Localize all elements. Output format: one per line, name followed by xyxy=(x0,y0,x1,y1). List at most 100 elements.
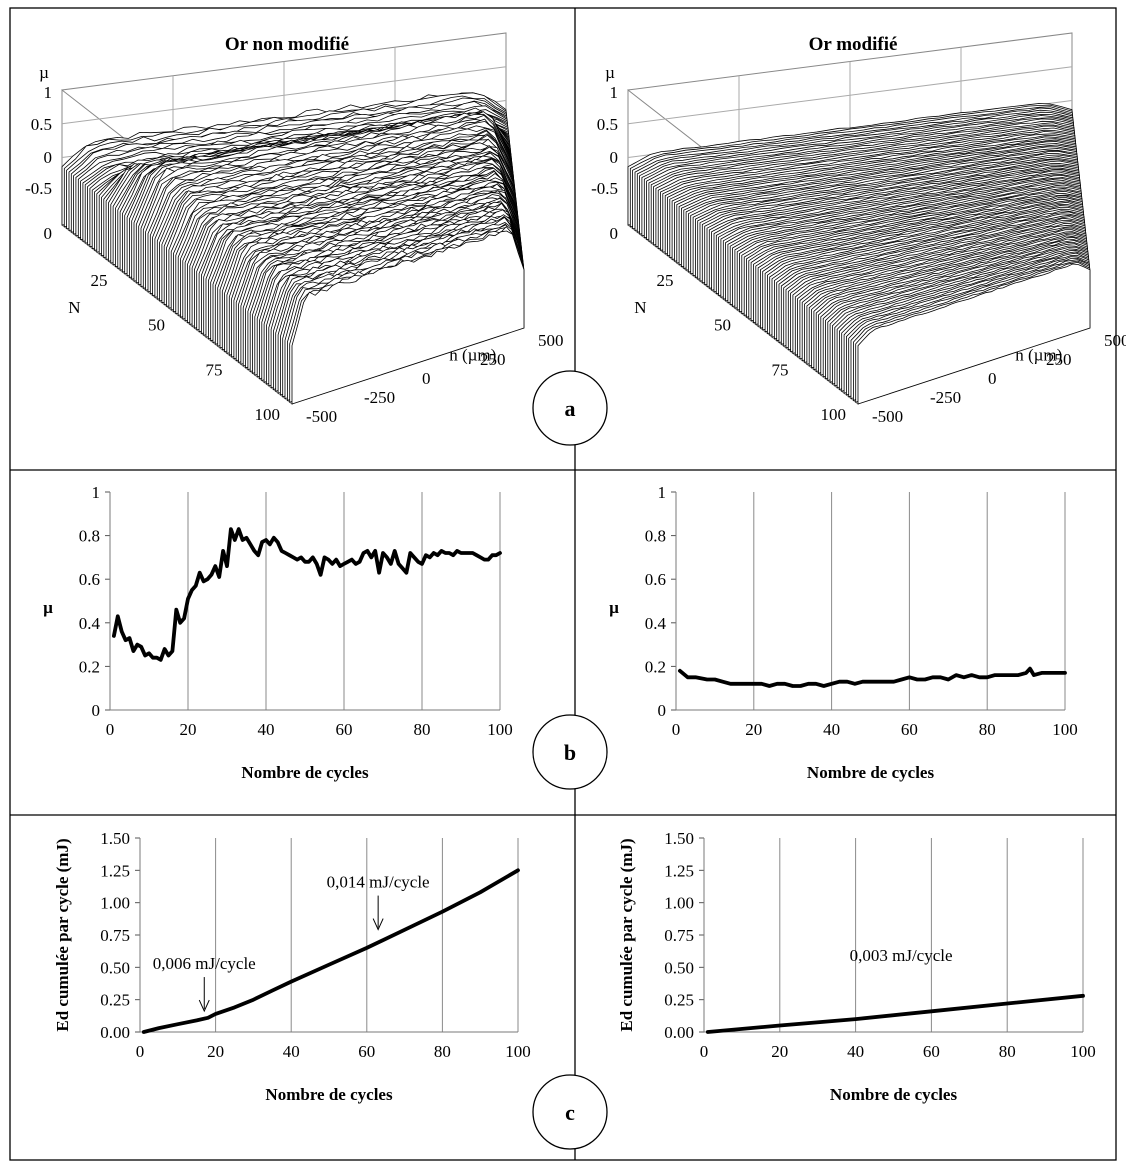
y-tick-label: 1.00 xyxy=(100,894,130,913)
n-tick-label: 50 xyxy=(714,316,731,335)
x-tick-label: 40 xyxy=(823,720,840,739)
y-axis-label: µ xyxy=(43,598,53,617)
y-tick-label: 0.6 xyxy=(79,570,100,589)
h-tick-label: 250 xyxy=(1046,350,1072,369)
chart-title: Or modifié xyxy=(809,34,898,55)
series-line xyxy=(112,527,502,662)
n-tick-label: 100 xyxy=(821,405,847,424)
x-tick-label: 20 xyxy=(207,1042,224,1061)
h-tick-label: -500 xyxy=(306,407,337,426)
annotation-label: 0,014 mJ/cycle xyxy=(327,873,430,892)
x-tick-label: 60 xyxy=(336,720,353,739)
h-tick-label: 500 xyxy=(538,331,564,350)
y-tick-label: 0.25 xyxy=(100,991,130,1010)
chart-title: Or non modifié xyxy=(225,34,349,55)
row-label-a: a xyxy=(532,370,608,446)
y-tick-label: 1.00 xyxy=(664,894,694,913)
n-tick-label: 75 xyxy=(772,360,789,379)
y-tick-label: 0.50 xyxy=(664,958,694,977)
annotation-arrowhead xyxy=(372,918,384,931)
friction-chart-unmodified: 0 20 40 60 80 100 0 0.2 0.4 0.6 0.8 1 Nombre de cycl… xyxy=(43,483,513,782)
x-tick-label: 100 xyxy=(1070,1042,1096,1061)
x-tick-label: 40 xyxy=(283,1042,300,1061)
x-axis-label: Nombre de cycles xyxy=(241,763,369,782)
h-tick-label: 250 xyxy=(480,350,506,369)
n-tick-label: 50 xyxy=(148,316,165,335)
y-tick-label: 1 xyxy=(92,483,101,502)
n-tick-label: 25 xyxy=(91,271,108,290)
z-tick-label: 0 xyxy=(44,224,53,243)
y-tick-label: 0.00 xyxy=(664,1023,694,1042)
x-tick-label: 100 xyxy=(1052,720,1078,739)
h-tick-label: 0 xyxy=(422,369,431,388)
h-axis-label: h (µm) xyxy=(1015,345,1062,364)
y-tick-label: 0 xyxy=(658,701,667,720)
x-tick-label: 40 xyxy=(847,1042,864,1061)
x-tick-label: 0 xyxy=(672,720,681,739)
y-tick-label: 1.25 xyxy=(664,861,694,880)
h-tick-label: -500 xyxy=(872,407,903,426)
x-tick-label: 40 xyxy=(258,720,275,739)
x-tick-label: 0 xyxy=(136,1042,145,1061)
y-tick-label: 0 xyxy=(92,701,101,720)
panel-grid xyxy=(9,7,1117,1161)
z-tick-label: 0 xyxy=(610,224,619,243)
y-tick-label: 0.2 xyxy=(79,657,100,676)
y-tick-label: 0.8 xyxy=(645,527,666,546)
x-tick-label: 20 xyxy=(180,720,197,739)
y-tick-label: 0.50 xyxy=(100,958,130,977)
h-axis-label: h (µm) xyxy=(449,345,496,364)
h-tick-label: -250 xyxy=(930,388,961,407)
y-axis-label: µ xyxy=(609,598,619,617)
z-tick-label: 0 xyxy=(44,148,53,167)
z-tick-label: 0 xyxy=(610,148,619,167)
series-line xyxy=(678,666,1067,688)
surface-profile xyxy=(291,230,525,405)
n-axis-label: N xyxy=(68,298,80,317)
z-tick-label: 1 xyxy=(44,83,53,102)
series-line xyxy=(705,993,1085,1034)
y-tick-label: 0.8 xyxy=(79,527,100,546)
x-tick-label: 60 xyxy=(358,1042,375,1061)
y-tick-label: 0.00 xyxy=(100,1023,130,1042)
x-tick-label: 80 xyxy=(999,1042,1016,1061)
n-axis-label: N xyxy=(634,298,646,317)
y-tick-label: 0.4 xyxy=(645,614,667,633)
x-tick-label: 0 xyxy=(700,1042,709,1061)
x-tick-label: 80 xyxy=(434,1042,451,1061)
z-tick-label: 0.5 xyxy=(597,115,618,134)
y-tick-label: 0.75 xyxy=(100,926,130,945)
y-tick-label: 0.4 xyxy=(79,614,101,633)
y-tick-label: 1 xyxy=(658,483,667,502)
row-label-c-text: c xyxy=(565,1100,575,1125)
x-axis-label: Nombre de cycles xyxy=(807,763,935,782)
z-axis-label: µ xyxy=(39,63,49,82)
series-line xyxy=(141,868,520,1034)
x-tick-label: 20 xyxy=(745,720,762,739)
y-tick-label: 1.50 xyxy=(100,829,130,848)
x-tick-label: 60 xyxy=(901,720,918,739)
annotation-label: 0,006 mJ/cycle xyxy=(153,954,256,973)
row-label-a-text: a xyxy=(565,396,576,421)
h-tick-label: -250 xyxy=(364,388,395,407)
row-label-c: c xyxy=(532,1074,608,1150)
y-tick-label: 0.75 xyxy=(664,926,694,945)
surface-profile xyxy=(857,263,1091,405)
h-tick-label: 500 xyxy=(1104,331,1126,350)
annotation-label: 0,003 mJ/cycle xyxy=(850,946,953,965)
z-tick-label: -0.5 xyxy=(591,179,618,198)
n-tick-label: 75 xyxy=(206,360,223,379)
z-tick-label: -0.5 xyxy=(25,179,52,198)
z-tick-label: 1 xyxy=(610,83,619,102)
y-tick-label: 1.25 xyxy=(100,861,130,880)
row-label-b-text: b xyxy=(564,740,576,765)
h-tick-label: 0 xyxy=(988,369,997,388)
annotation-arrowhead xyxy=(198,999,210,1013)
y-axis-label: Ed cumulée par cycle (mJ) xyxy=(53,838,72,1031)
x-axis-label: Nombre de cycles xyxy=(265,1085,393,1104)
x-tick-label: 80 xyxy=(414,720,431,739)
y-tick-label: 0.6 xyxy=(645,570,666,589)
z-tick-label: 0.5 xyxy=(31,115,52,134)
row-label-b: b xyxy=(532,714,608,790)
